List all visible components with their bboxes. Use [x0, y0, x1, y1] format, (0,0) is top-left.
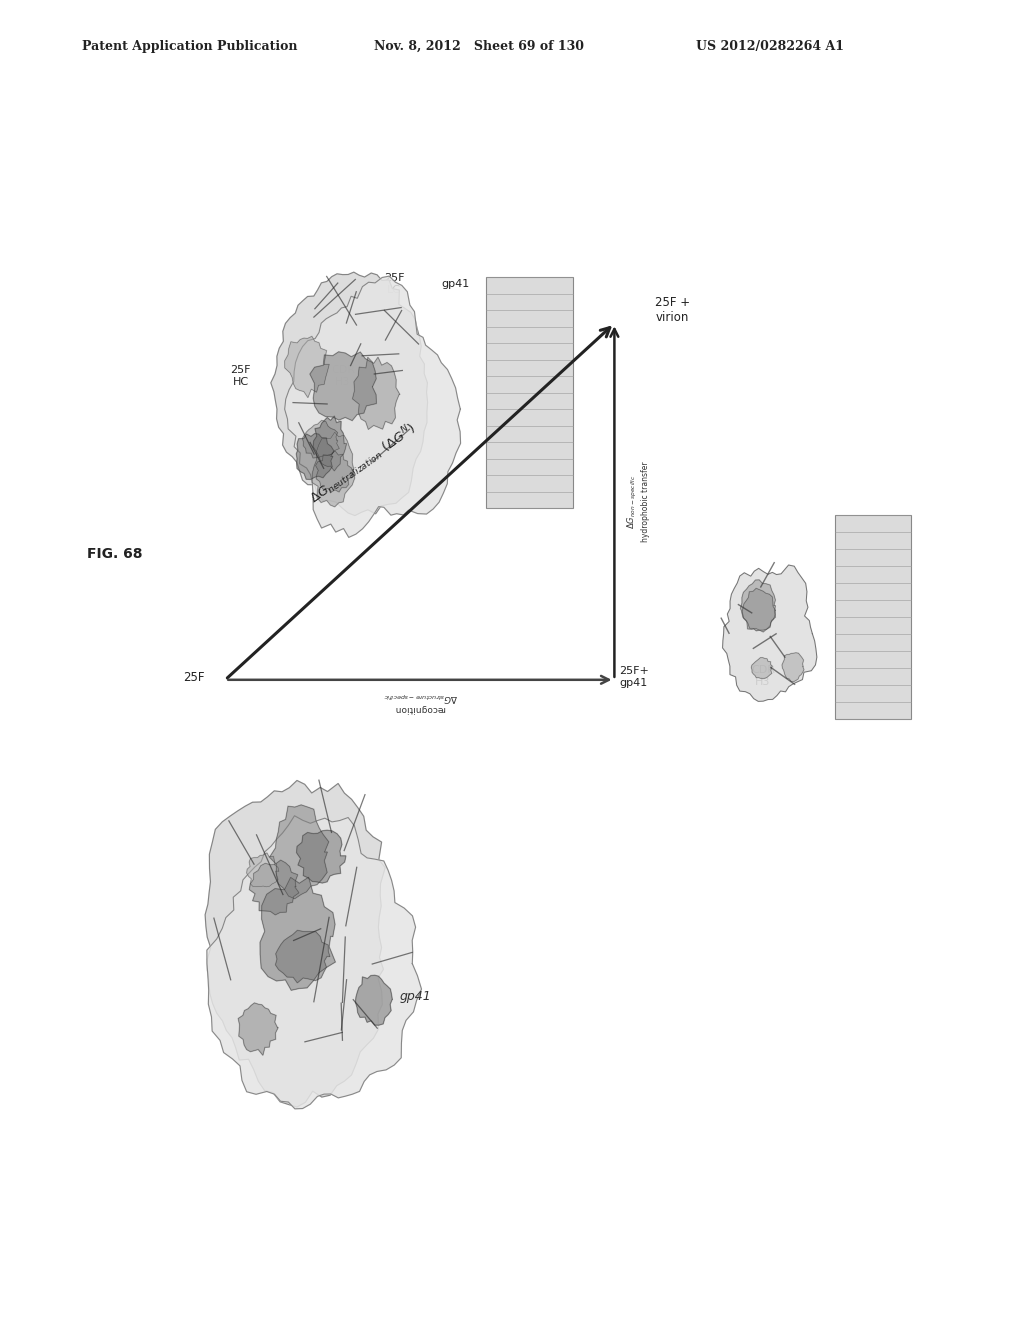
Polygon shape — [302, 421, 339, 458]
Polygon shape — [260, 878, 336, 990]
Polygon shape — [310, 352, 377, 421]
Polygon shape — [782, 653, 804, 681]
Polygon shape — [239, 1003, 279, 1055]
Text: 25F+
gp41: 25F+ gp41 — [620, 667, 649, 688]
Bar — [835, 515, 911, 719]
Text: 25F: 25F — [183, 671, 205, 684]
Polygon shape — [352, 358, 400, 429]
Polygon shape — [250, 861, 299, 915]
Polygon shape — [740, 579, 775, 632]
Text: 25F +
virion: 25F + virion — [655, 296, 690, 325]
Text: CDR
H3: CDR H3 — [331, 366, 355, 387]
Text: gp41: gp41 — [441, 279, 470, 289]
Bar — [486, 277, 573, 508]
Text: 25F
HC: 25F HC — [230, 366, 251, 387]
Polygon shape — [355, 975, 392, 1026]
Polygon shape — [285, 276, 461, 537]
Polygon shape — [247, 853, 279, 887]
Polygon shape — [723, 565, 817, 701]
Polygon shape — [742, 589, 775, 631]
Text: $\Delta G_{non-specific}$: $\Delta G_{non-specific}$ — [627, 474, 639, 529]
Text: CDR
H3: CDR H3 — [751, 665, 775, 686]
Polygon shape — [296, 433, 334, 479]
Polygon shape — [315, 451, 352, 492]
Polygon shape — [205, 780, 385, 1107]
Text: hydrophobic transfer: hydrophobic transfer — [641, 461, 649, 543]
Text: gp41: gp41 — [399, 990, 431, 1003]
Text: 25F
LC: 25F LC — [384, 273, 404, 294]
Text: recognition: recognition — [394, 704, 445, 713]
Polygon shape — [297, 830, 346, 883]
Polygon shape — [285, 337, 329, 397]
Polygon shape — [752, 657, 772, 678]
Polygon shape — [313, 416, 346, 471]
Text: US 2012/0282264 A1: US 2012/0282264 A1 — [696, 40, 845, 53]
Polygon shape — [312, 432, 354, 507]
Polygon shape — [275, 931, 330, 983]
Text: Nov. 8, 2012   Sheet 69 of 130: Nov. 8, 2012 Sheet 69 of 130 — [374, 40, 584, 53]
Polygon shape — [270, 272, 428, 516]
Text: FIG. 68: FIG. 68 — [87, 548, 142, 561]
Polygon shape — [269, 805, 329, 899]
Text: $\Delta G_{structure-specific}$: $\Delta G_{structure-specific}$ — [382, 690, 458, 704]
Polygon shape — [207, 816, 422, 1109]
Text: Patent Application Publication: Patent Application Publication — [82, 40, 297, 53]
Text: $\Delta G_{neutralization}\ (\Delta G^N)$: $\Delta G_{neutralization}\ (\Delta G^N)… — [306, 420, 421, 508]
